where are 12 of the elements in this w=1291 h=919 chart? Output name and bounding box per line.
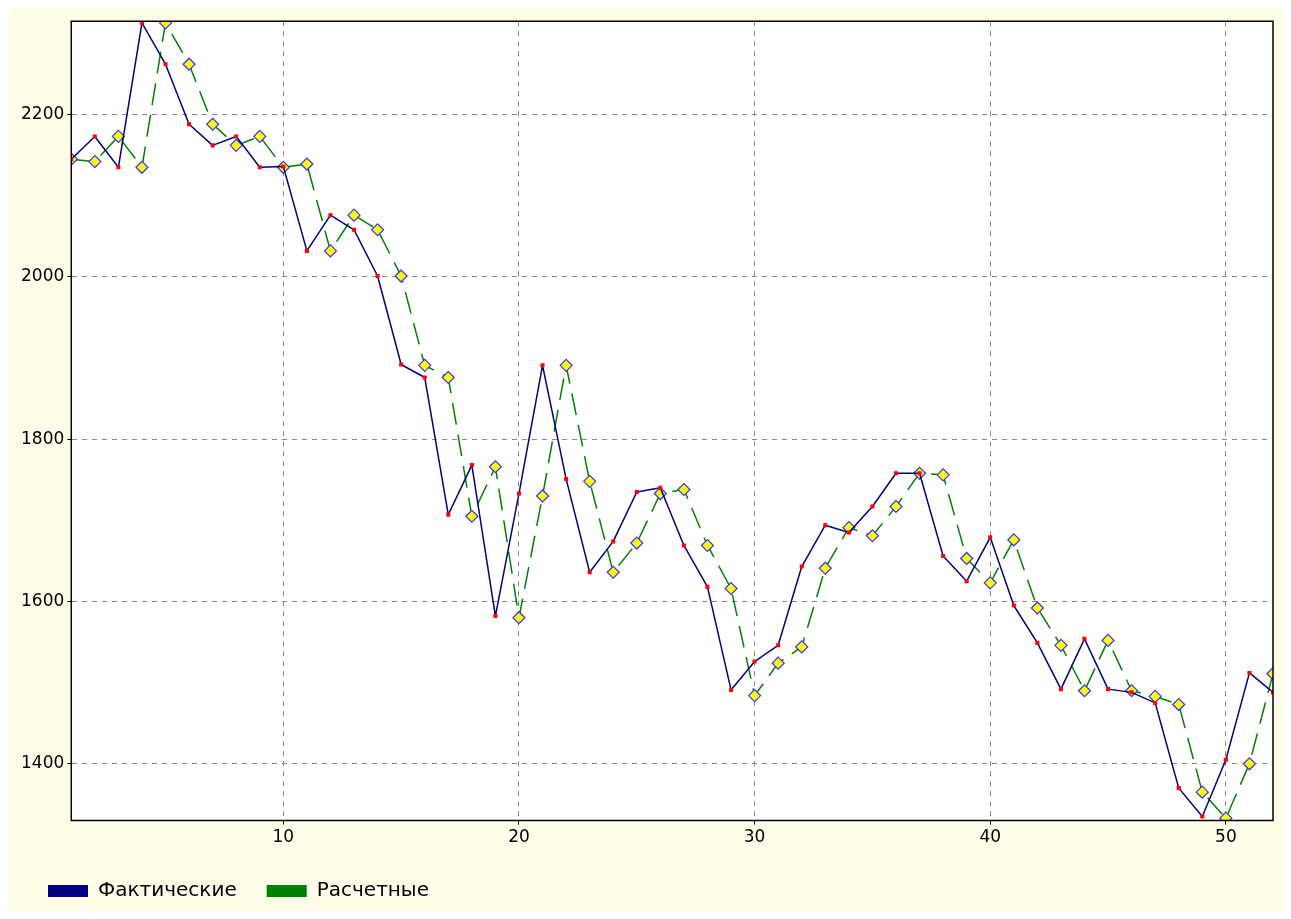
x-tick-label: 40 — [979, 826, 1002, 847]
y-tick-label: 1600 — [21, 589, 65, 610]
y-tick-label: 2000 — [21, 265, 65, 286]
y-tick-label: 1800 — [21, 427, 65, 448]
x-tick-label: 10 — [272, 826, 295, 847]
legend-label: Расчетные — [316, 877, 429, 902]
legend-label: Фактические — [98, 877, 237, 902]
x-tick-label: 50 — [1215, 826, 1237, 847]
y-tick-label: 1400 — [21, 752, 65, 773]
y-tick-label: 2200 — [21, 102, 65, 123]
x-tick-label: 20 — [508, 826, 530, 847]
x-tick-label: 30 — [743, 826, 766, 847]
